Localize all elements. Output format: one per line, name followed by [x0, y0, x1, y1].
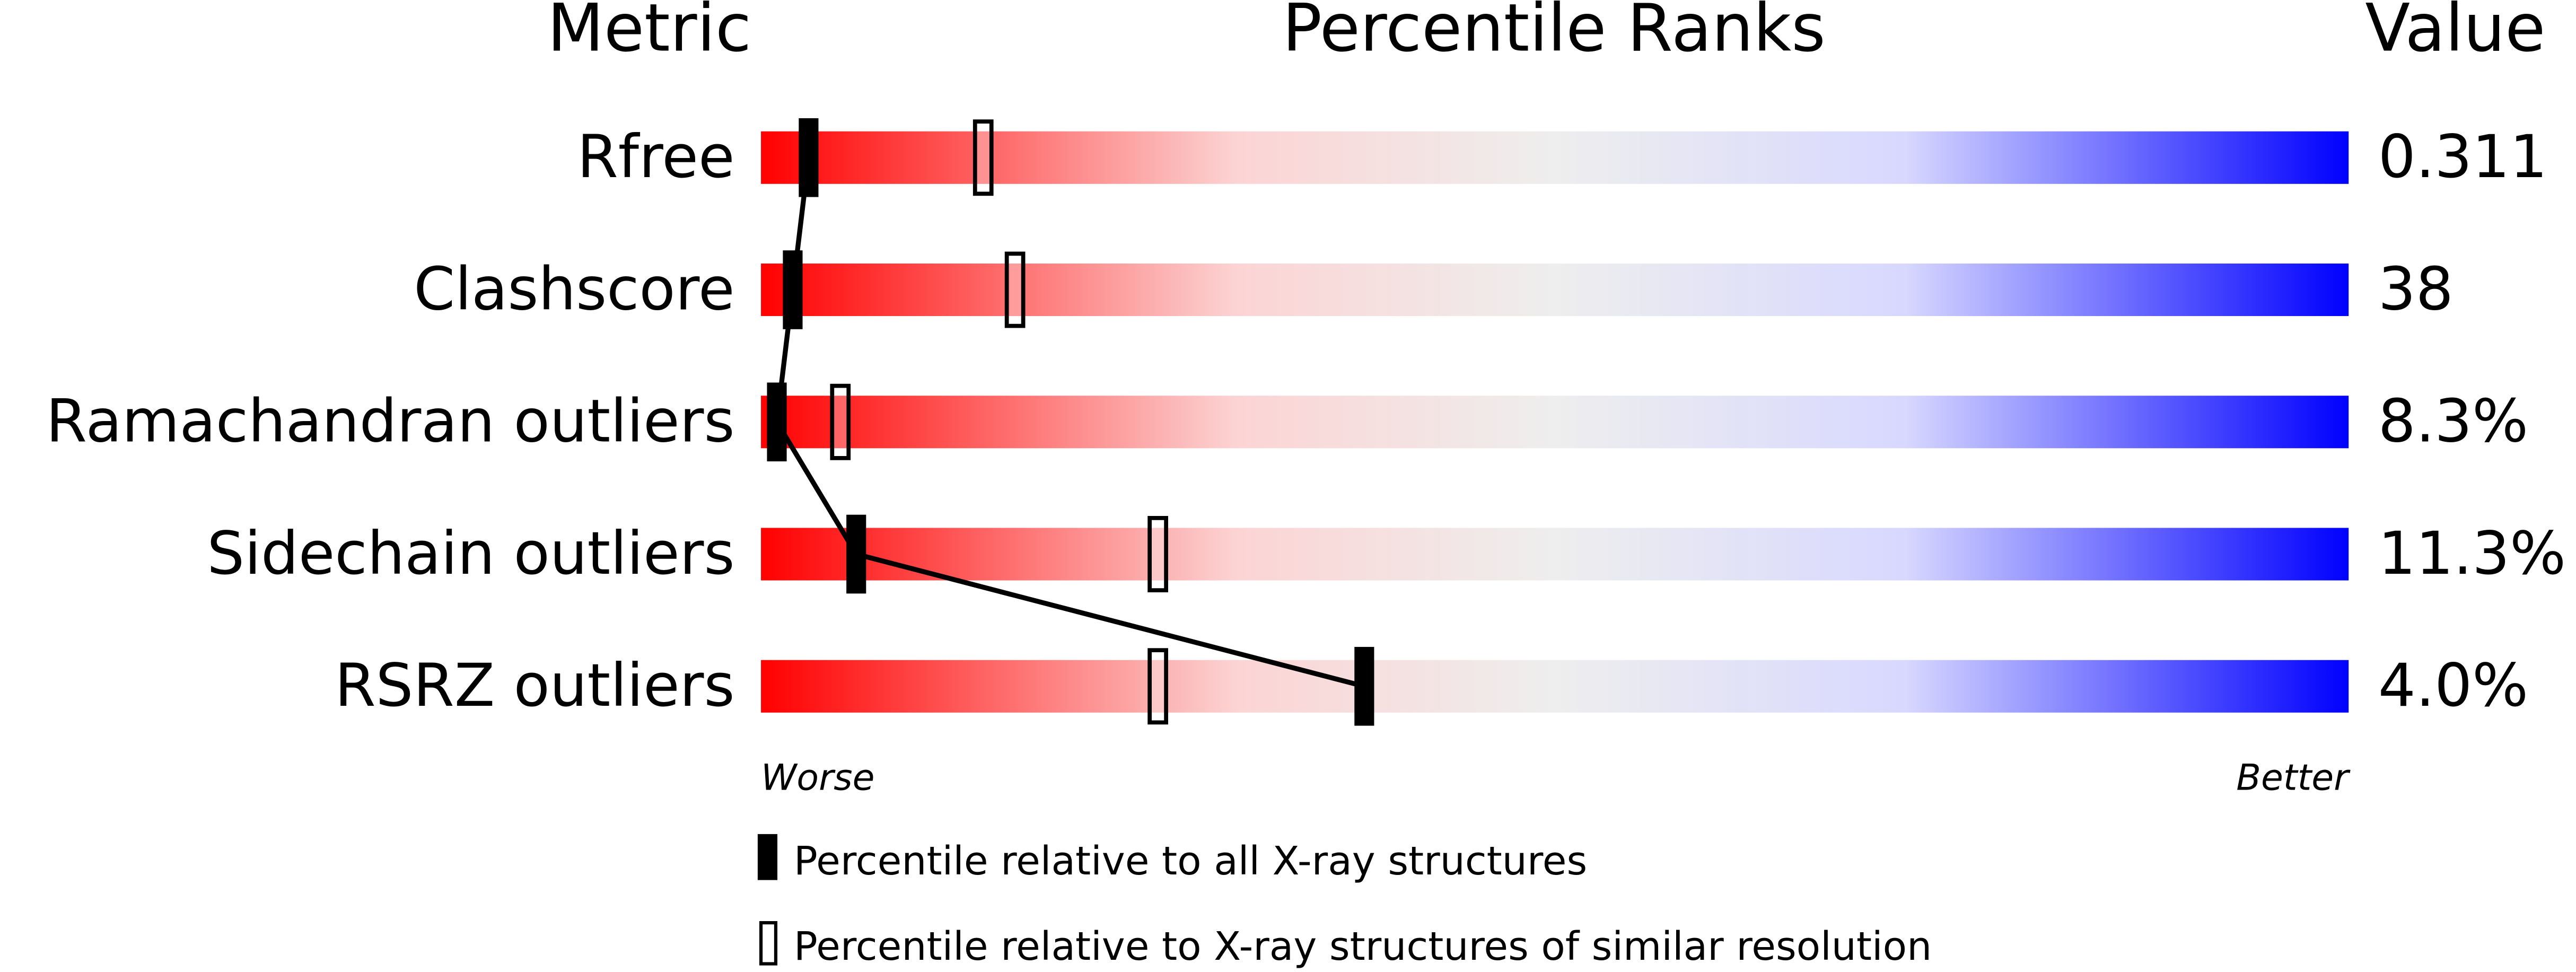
similar-marker	[1004, 251, 1026, 328]
all-marker	[846, 514, 866, 594]
metric-value: 38	[2378, 255, 2454, 323]
metric-label: RSRZ outliers	[335, 652, 734, 720]
legend-label: Percentile relative to X-ray structures …	[794, 923, 1932, 969]
legend-filled-swatch	[757, 834, 778, 880]
similar-marker	[972, 119, 994, 196]
percentile-bar	[761, 263, 2349, 317]
all-marker	[783, 250, 803, 329]
similar-marker	[830, 383, 851, 460]
legend-label: Percentile relative to all X-ray structu…	[794, 838, 1587, 884]
better-label: Better	[2236, 757, 2351, 799]
metric-label: Sidechain outliers	[207, 520, 734, 588]
all-marker	[767, 382, 787, 462]
metric-value: 0.311	[2378, 123, 2547, 191]
all-marker	[799, 118, 819, 197]
header-value: Value	[2365, 0, 2545, 67]
header-metric: Metric	[547, 0, 751, 67]
percentile-bar	[761, 131, 2349, 184]
similar-marker	[1147, 516, 1168, 592]
metric-label: Rfree	[577, 123, 734, 191]
worse-label: Worse	[761, 757, 874, 799]
all-marker	[1354, 646, 1374, 726]
similar-marker	[1147, 648, 1168, 725]
metric-label: Ramachandran outliers	[46, 388, 735, 456]
percentile-bar	[761, 528, 2349, 581]
legend-open-swatch	[759, 921, 778, 966]
metric-value: 11.3%	[2378, 520, 2566, 588]
metric-value: 8.3%	[2378, 388, 2528, 456]
percentile-bar	[761, 396, 2349, 449]
percentile-bar	[761, 660, 2349, 713]
metric-label: Clashscore	[414, 255, 734, 323]
header-percentile: Percentile Ranks	[1282, 0, 1825, 67]
metric-value: 4.0%	[2378, 652, 2528, 720]
